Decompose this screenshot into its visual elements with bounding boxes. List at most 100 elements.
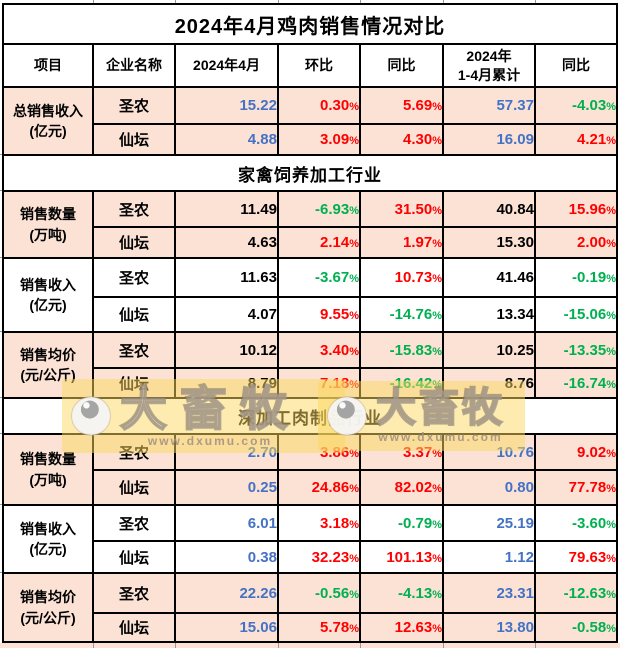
watermark-url: www.dxumu.com	[378, 430, 503, 444]
value-cell: 31.50%	[359, 190, 444, 228]
percent-sign: %	[432, 345, 442, 358]
percent-sign: %	[606, 101, 616, 113]
value-cell: 1.12	[442, 540, 536, 574]
value-cell: 4.63	[174, 226, 279, 259]
value-cell: 40.84	[442, 190, 536, 228]
company-name: 仙坛	[92, 612, 176, 643]
value-cell: -15.83%	[359, 331, 444, 369]
value-cell: 15.22	[174, 86, 279, 125]
column-header: 同比	[534, 43, 618, 88]
value-cell: 12.63%	[359, 612, 444, 643]
value-cell: 15.06	[174, 612, 279, 643]
percent-sign: %	[349, 447, 359, 460]
sales-table: 2024年4月鸡肉销售情况对比 项目 企业名称 2024年4月 环比 同比 2024年 1-…	[2, 3, 618, 643]
percent-sign: %	[432, 447, 442, 460]
value-cell: -14.76%	[359, 296, 444, 333]
value-cell: 4.07	[174, 296, 279, 333]
percent-sign: %	[432, 101, 442, 113]
percent-sign: %	[432, 552, 442, 565]
value-cell: 23.31	[442, 572, 536, 614]
value-cell: 82.02%	[359, 469, 444, 506]
grid-tick	[93, 643, 94, 648]
value-cell: 25.19	[442, 504, 536, 542]
grid-tick	[0, 190, 2, 191]
percent-sign: %	[606, 447, 616, 460]
percent-sign: %	[432, 273, 442, 285]
metric-label: 销售均价 (元/公斤)	[2, 331, 94, 399]
company-name: 仙坛	[92, 123, 176, 156]
value-cell: 9.55%	[277, 296, 361, 333]
percent-sign: %	[349, 204, 359, 217]
grid-tick	[0, 504, 2, 505]
column-header: 同比	[359, 43, 444, 88]
metric-label: 总销售收入 (亿元)	[2, 86, 94, 156]
watermark: 大畜牧 www.dxumu.com	[62, 379, 345, 453]
value-cell: 11.63	[174, 257, 279, 298]
section-header: 家禽饲养加工行业	[2, 154, 618, 192]
percent-sign: %	[349, 238, 359, 250]
metric-label: 销售数量 (万吨)	[2, 190, 94, 259]
grid-tick	[0, 154, 2, 155]
percent-sign: %	[432, 238, 442, 250]
value-cell: 11.49	[174, 190, 279, 228]
metric-label: 销售收入 (亿元)	[2, 504, 94, 574]
watermark-eye-logo-icon	[72, 397, 110, 435]
watermark-brand: 大畜牧	[119, 381, 300, 435]
value-cell: 24.86%	[277, 469, 361, 506]
percent-sign: %	[349, 518, 359, 531]
percent-sign: %	[606, 623, 616, 635]
grid-tick	[0, 331, 2, 332]
percent-sign: %	[606, 204, 616, 217]
value-cell: 0.25	[174, 469, 279, 506]
grid-tick	[0, 257, 2, 258]
value-cell: 10.25	[442, 331, 536, 369]
company-name: 仙坛	[92, 469, 176, 506]
grid-tick	[278, 0, 279, 3]
grid-tick	[278, 643, 279, 648]
value-cell: 0.30%	[277, 86, 361, 125]
company-name: 圣农	[92, 504, 176, 542]
watermark-brand: 大畜牧	[375, 386, 505, 430]
value-cell: -0.56%	[277, 572, 361, 614]
value-cell: -0.19%	[534, 257, 618, 298]
value-cell: -13.35%	[534, 331, 618, 369]
column-header: 2024年 1-4月累计	[442, 43, 536, 88]
metric-label: 销售收入 (亿元)	[2, 257, 94, 333]
value-cell: 79.63%	[534, 540, 618, 574]
value-cell: 13.80	[442, 612, 536, 643]
percent-sign: %	[349, 310, 359, 322]
value-cell: 32.23%	[277, 540, 361, 574]
percent-sign: %	[349, 135, 359, 147]
value-cell: 4.21%	[534, 123, 618, 156]
percent-sign: %	[432, 135, 442, 147]
value-cell: 5.69%	[359, 86, 444, 125]
value-cell: -4.13%	[359, 572, 444, 614]
percent-sign: %	[349, 552, 359, 565]
watermark: 大畜牧 www.dxumu.com	[318, 381, 525, 451]
percent-sign: %	[349, 345, 359, 358]
value-cell: 2.00%	[534, 226, 618, 259]
value-cell: 16.09	[442, 123, 536, 156]
value-cell: 0.80	[442, 469, 536, 506]
value-cell: 5.78%	[277, 612, 361, 643]
value-cell: -12.63%	[534, 572, 618, 614]
percent-sign: %	[349, 623, 359, 635]
percent-sign: %	[606, 588, 616, 601]
metric-label: 销售均价 (元/公斤)	[2, 572, 94, 643]
value-cell: -0.58%	[534, 612, 618, 643]
value-cell: 10.73%	[359, 257, 444, 298]
value-cell: -15.06%	[534, 296, 618, 333]
grid-tick	[443, 0, 444, 3]
value-cell: 4.30%	[359, 123, 444, 156]
table-title: 2024年4月鸡肉销售情况对比	[2, 3, 618, 45]
value-cell: 10.12	[174, 331, 279, 369]
column-header: 环比	[277, 43, 361, 88]
grid-tick	[93, 0, 94, 3]
grid-tick	[535, 643, 536, 648]
value-cell: -6.93%	[277, 190, 361, 228]
column-header: 企业名称	[92, 43, 176, 88]
grid-tick	[360, 643, 361, 648]
grid-tick	[0, 397, 2, 398]
value-cell: -3.67%	[277, 257, 361, 298]
value-cell: 15.96%	[534, 190, 618, 228]
